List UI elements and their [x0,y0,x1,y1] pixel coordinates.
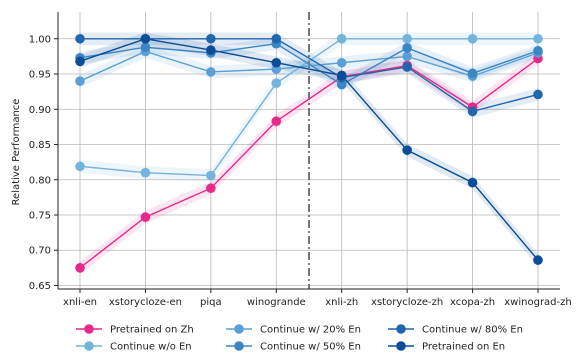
series-points [75,33,543,273]
data-point [271,116,282,127]
data-point [140,212,151,222]
data-point [336,70,347,81]
y-tick-label: 0.95 [29,70,51,81]
legend-label: Pretrained on En [422,342,505,353]
series-line [79,57,539,269]
y-tick-label: 1.00 [29,34,51,45]
data-point [271,78,282,88]
y-tick-label: 0.70 [29,246,51,257]
data-point [75,161,85,172]
data-point [75,33,85,44]
axes [57,12,560,290]
data-point [140,167,151,178]
legend-marker [396,324,406,334]
legend: Pretrained on Zh Continue w/o En Continue … [76,324,523,353]
data-point [336,33,347,44]
legend-label: Continue w/o En [110,342,192,353]
data-point [467,68,478,79]
data-point [206,170,216,181]
data-point [206,183,216,194]
y-axis-label: Relative Performance [11,99,22,206]
series-lines [79,38,539,269]
y-tick-label: 0.80 [29,175,51,186]
data-point [467,33,478,44]
data-point [533,33,543,44]
data-point [402,145,412,155]
data-point [271,33,282,44]
data-point [533,255,543,265]
legend-marker [234,341,244,351]
data-point [271,57,282,68]
legend-marker [84,324,94,334]
series-line [79,38,539,261]
x-tick-label: xstorycloze-zh [371,297,443,308]
data-point [206,67,216,77]
x-tick-label: xnli-zh [325,297,358,308]
legend-label: Pretrained on Zh [110,325,194,336]
legend-label: Continue w/ 80% En [422,325,523,336]
data-point [402,51,412,62]
legend-label: Continue w/ 20% En [260,325,361,336]
series-line [79,38,538,177]
series-line [80,38,539,113]
data-point [533,45,543,56]
data-point [75,76,85,86]
x-ticks: xnli-en xstorycloze-en piqa winogrande xnli-… [63,289,572,308]
legend-marker [396,341,406,351]
data-point [336,57,347,68]
data-point [206,45,216,55]
data-point [75,56,85,67]
y-tick-label: 0.65 [29,281,51,292]
y-tick-label: 0.85 [29,140,51,151]
x-tick-label: xstorycloze-en [109,297,182,308]
data-point [467,106,478,117]
y-ticks: 0.65 0.70 0.75 0.80 0.85 0.90 0.95 1.00 [29,34,58,292]
legend-marker [84,341,94,351]
x-tick-label: xnli-en [63,297,97,308]
series-line [79,50,539,82]
data-point [336,79,347,90]
x-tick-label: winogrande [247,297,306,308]
y-tick-label: 0.90 [29,105,51,116]
x-tick-label: piqa [200,297,222,308]
x-tick-label: xcopa-zh [450,297,495,308]
confidence-band [80,32,538,118]
data-point [467,177,478,188]
data-point [206,33,216,44]
x-tick-label: xwinograd-zh [504,297,571,308]
data-point [402,62,412,72]
legend-marker [234,324,244,334]
data-point [402,43,412,53]
series-line [79,42,539,86]
y-tick-label: 0.75 [29,210,51,221]
data-point [140,33,151,44]
data-point [140,42,151,53]
data-point [75,263,85,273]
data-point [533,89,543,100]
legend-label: Continue w/ 50% En [260,342,361,353]
data-point [402,33,412,44]
